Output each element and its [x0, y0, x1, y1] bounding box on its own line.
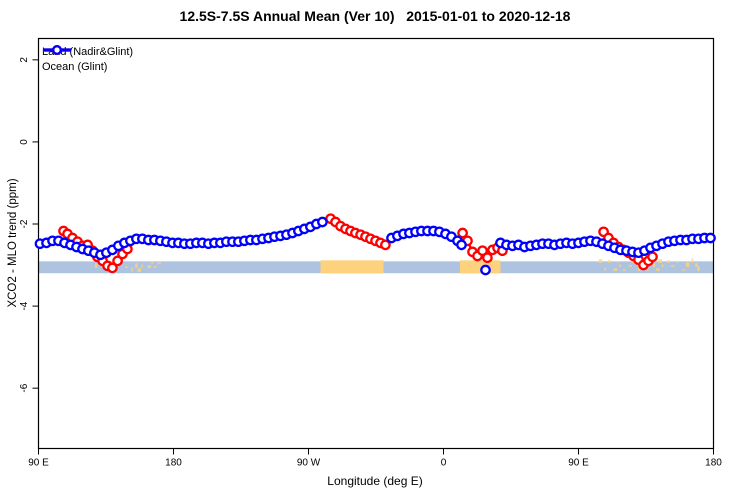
- chart-title: 12.5S-7.5S Annual Mean (Ver 10) 2015-01-…: [179, 8, 571, 24]
- y-tick-label: 2: [19, 57, 30, 63]
- series-land-marker: [112, 255, 123, 267]
- island-speckle: [661, 264, 664, 267]
- y-axis-title: XCO2 - MLO trend (ppm): [7, 178, 19, 308]
- series-ocean-marker: [705, 232, 716, 244]
- island-speckle: [598, 259, 603, 263]
- island-speckle: [695, 263, 698, 267]
- legend: Land (Nadir&Glint) Ocean (Glint): [42, 45, 133, 74]
- land-band-segment: [460, 260, 501, 274]
- island-speckle: [153, 266, 157, 268]
- series-ocean-marker: [456, 239, 467, 251]
- x-tick-label: 90 W: [297, 458, 321, 469]
- island-speckle: [628, 265, 633, 267]
- legend-label: Ocean (Glint): [42, 61, 108, 73]
- island-speckle: [125, 266, 128, 268]
- island-speckle: [94, 263, 98, 268]
- island-speckle: [141, 264, 143, 268]
- x-tick-label: 180: [165, 458, 182, 469]
- x-axis-title: Longitude (deg E): [327, 474, 423, 488]
- island-speckle: [622, 269, 626, 271]
- x-tick-label: 0: [441, 458, 447, 469]
- legend-line-marker-icon: [43, 45, 71, 55]
- series-land-marker: [380, 239, 391, 251]
- y-tick-label: -4: [19, 301, 30, 310]
- series-land-marker: [477, 245, 488, 257]
- island-speckle: [691, 258, 694, 263]
- series-land-marker: [107, 262, 118, 274]
- series-ocean-marker: [317, 216, 328, 228]
- x-tick-label: 90 E: [568, 458, 589, 469]
- island-speckle: [671, 265, 675, 267]
- island-speckle: [619, 264, 621, 267]
- y-tick-label: 0: [19, 139, 30, 145]
- y-tick-label: -2: [19, 219, 30, 228]
- island-speckle: [604, 267, 606, 271]
- island-speckle: [147, 265, 152, 268]
- island-speckle: [617, 261, 619, 263]
- island-speckle: [135, 263, 138, 268]
- island-speckle: [137, 268, 142, 272]
- x-tick-label: 180: [705, 458, 722, 469]
- series-land-marker: [482, 252, 493, 264]
- island-speckle: [652, 263, 656, 267]
- series-land-marker: [647, 251, 658, 263]
- island-speckle: [667, 260, 671, 263]
- island-speckle: [151, 261, 153, 264]
- series-land-marker: [457, 227, 468, 239]
- island-speckle: [157, 262, 162, 264]
- island-speckle: [697, 266, 700, 271]
- x-tick-label: 90 E: [28, 458, 49, 469]
- series-ocean-marker: [480, 264, 491, 276]
- island-speckle: [676, 261, 679, 263]
- y-tick-label: -6: [19, 383, 30, 392]
- land-band-segment: [320, 260, 384, 274]
- island-speckle: [607, 260, 611, 263]
- island-speckle: [613, 268, 618, 271]
- island-speckle: [685, 262, 690, 267]
- legend-item-ocean: Ocean (Glint): [42, 45, 133, 74]
- island-speckle: [646, 267, 649, 271]
- island-speckle: [682, 269, 685, 271]
- island-speckle: [658, 259, 662, 263]
- island-speckle: [131, 267, 133, 272]
- island-speckle: [637, 266, 641, 271]
- series-ocean: [34, 216, 716, 276]
- island-speckle: [656, 268, 660, 271]
